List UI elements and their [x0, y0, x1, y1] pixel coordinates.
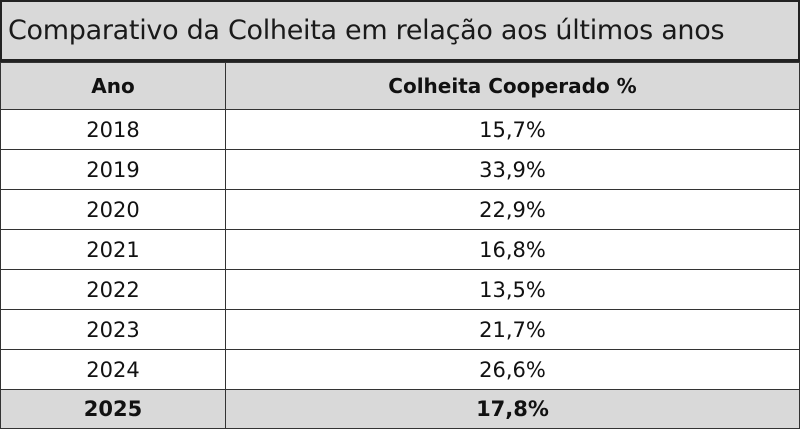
table-row: 2022 13,5% — [0, 269, 800, 310]
year-cell: 2022 — [0, 269, 226, 310]
header-row: Ano Colheita Cooperado % — [0, 62, 800, 110]
year-cell: 2024 — [0, 349, 226, 390]
table-row: 2020 22,9% — [0, 189, 800, 230]
value-cell: 13,5% — [225, 269, 800, 310]
header-cell: Colheita Cooperado % — [225, 62, 800, 110]
year-cell: 2021 — [0, 229, 226, 270]
value-cell: 22,9% — [225, 189, 800, 230]
value-cell: 26,6% — [225, 349, 800, 390]
table: Ano Colheita Cooperado % 2018 15,7% 2019 33,… — [0, 62, 800, 429]
value-cell: 33,9% — [225, 149, 800, 190]
value-cell: 21,7% — [225, 309, 800, 350]
year-cell: 2019 — [0, 149, 226, 190]
table-row: 2019 33,9% — [0, 149, 800, 190]
year-cell: 2020 — [0, 189, 226, 230]
table-row: 2023 21,7% — [0, 309, 800, 350]
table-row: 2025 17,8% — [0, 389, 800, 429]
year-cell: 2023 — [0, 309, 226, 350]
year-cell: 2025 — [0, 389, 226, 429]
value-cell: 15,7% — [225, 109, 800, 150]
value-cell: 16,8% — [225, 229, 800, 270]
table-row: 2021 16,8% — [0, 229, 800, 270]
table-row: 2018 15,7% — [0, 109, 800, 150]
value-cell: 17,8% — [225, 389, 800, 429]
year-cell: 2018 — [0, 109, 226, 150]
table-title: Comparativo da Colheita em relação aos ú… — [0, 0, 800, 62]
table-body: 2018 15,7% 2019 33,9% 2020 22,9% 2021 16,8% 2022… — [0, 109, 800, 429]
header-cell: Ano — [0, 62, 226, 110]
table-row: 2024 26,6% — [0, 349, 800, 390]
